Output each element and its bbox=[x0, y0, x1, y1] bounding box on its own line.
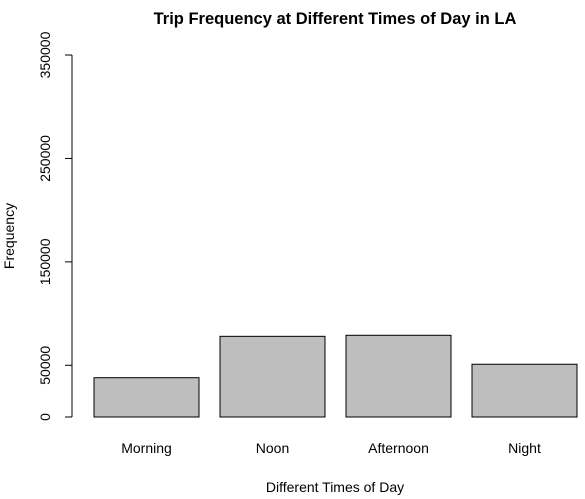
bars bbox=[93, 334, 578, 418]
bar-morning bbox=[93, 377, 200, 418]
x-tick-label-night: Night bbox=[508, 440, 541, 456]
y-tick-label: 150000 bbox=[37, 238, 53, 285]
x-tick-label-morning: Morning bbox=[121, 440, 172, 456]
y-tick-label: 250000 bbox=[37, 135, 53, 182]
x-tick-label-noon: Noon bbox=[256, 440, 289, 456]
y-tick-label: 50000 bbox=[37, 346, 53, 385]
y-tick-label: 350000 bbox=[37, 31, 53, 78]
x-tick-labels: Morning Noon Afternoon Night bbox=[121, 440, 541, 456]
x-tick-label-afternoon: Afternoon bbox=[368, 440, 429, 456]
bar-noon bbox=[219, 335, 326, 418]
bar-afternoon bbox=[345, 334, 452, 418]
y-axis: 0 50000 150000 250000 350000 bbox=[37, 31, 73, 421]
y-tick-label: 0 bbox=[37, 413, 53, 421]
chart-title: Trip Frequency at Different Times of Day… bbox=[154, 10, 517, 28]
y-axis-label: Frequency bbox=[1, 203, 17, 269]
bar-night bbox=[471, 363, 578, 418]
x-axis-label: Different Times of Day bbox=[266, 479, 404, 495]
